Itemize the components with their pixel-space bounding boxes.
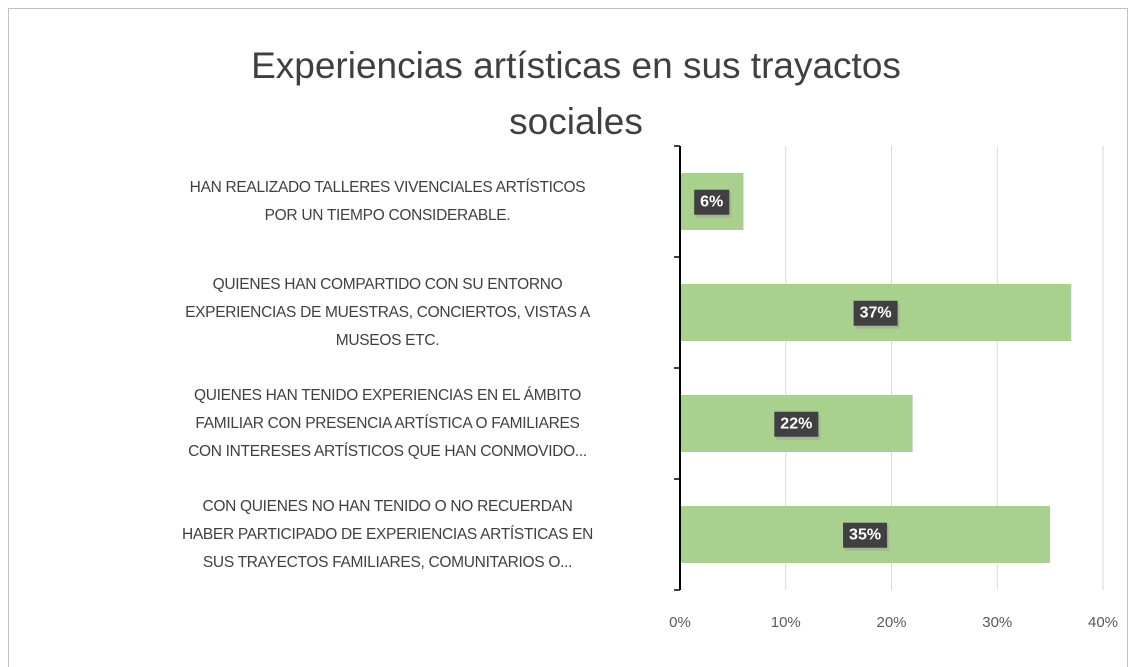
data-label: 6%	[700, 194, 723, 211]
x-tick-label: 0%	[669, 614, 691, 631]
data-label-box	[853, 300, 898, 326]
data-label: 22%	[780, 416, 812, 433]
x-tick-label: 10%	[771, 614, 801, 631]
chart-frame	[8, 8, 1128, 667]
data-label-box	[843, 522, 888, 548]
x-tick-label: 40%	[1088, 614, 1118, 631]
y-tick-label: QUIENES HAN COMPARTIDO CON SU ENTORNO EX…	[185, 275, 590, 349]
chart-title: Experiencias artísticas en sus trayactos…	[251, 45, 901, 142]
data-label: 35%	[849, 527, 881, 544]
y-tick-label: QUIENES HAN TENIDO EXPERIENCIAS EN EL ÁM…	[188, 386, 587, 460]
data-label: 37%	[860, 305, 892, 322]
x-tick-label: 20%	[876, 614, 906, 631]
y-tick-label: HAN REALIZADO TALLERES VIVENCIALES ARTÍS…	[189, 178, 586, 224]
data-label-box	[694, 189, 730, 215]
y-tick-label: CON QUIENES NO HAN TENIDO O NO RECUERDAN…	[181, 497, 594, 571]
x-tick-label: 30%	[982, 614, 1012, 631]
data-label-box	[774, 411, 819, 437]
